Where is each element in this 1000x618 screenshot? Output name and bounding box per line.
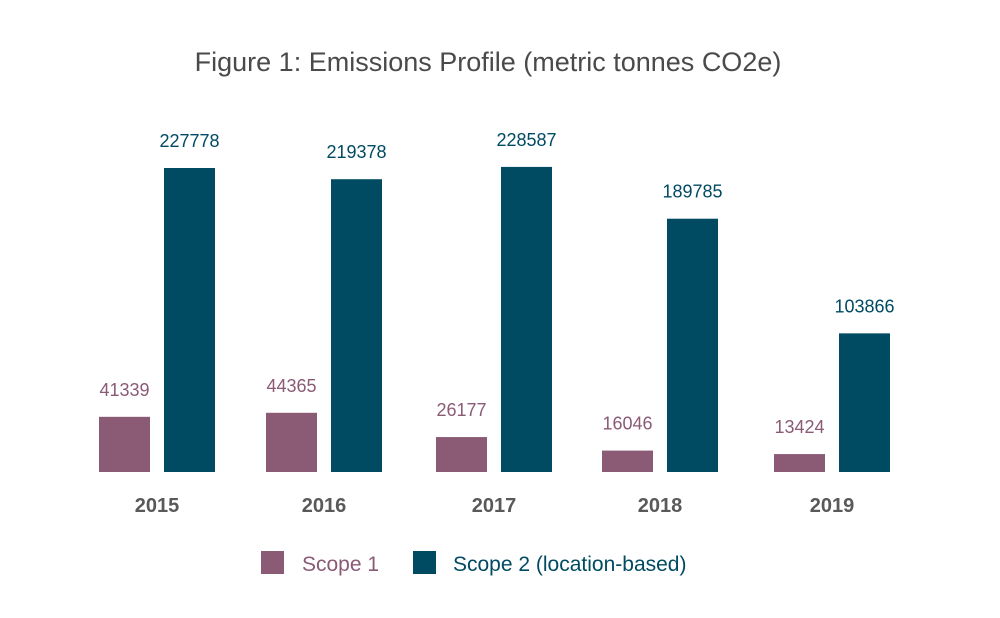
bar-scope1-2019: [774, 454, 825, 472]
data-label-scope1-2015: 41339: [99, 380, 149, 400]
bar-scope1-2015: [99, 416, 150, 472]
category-label-2017: 2017: [472, 495, 517, 517]
bar-scope1-2018: [602, 450, 653, 472]
data-label-scope2-2015: 227778: [159, 131, 219, 151]
bar-scope2-2015: [164, 168, 215, 472]
data-label-scope1-2017: 26177: [436, 400, 486, 420]
data-label-scope2-2019: 103866: [834, 296, 894, 316]
bars-layer: [99, 166, 890, 472]
data-label-scope2-2017: 228587: [496, 130, 556, 150]
bar-scope1-2016: [266, 412, 317, 472]
data-label-scope1-2018: 16046: [602, 414, 652, 434]
legend-swatch-scope1: [261, 551, 284, 574]
category-label-2015: 2015: [135, 495, 180, 517]
bar-scope2-2018: [667, 218, 718, 472]
data-label-scope2-2016: 219378: [326, 142, 386, 162]
legend-label-scope1: Scope 1: [302, 553, 379, 576]
bar-scope2-2019: [839, 333, 890, 472]
category-labels-layer: 2015 2016 2017 2018 2019: [135, 495, 855, 517]
category-label-2016: 2016: [302, 495, 347, 517]
bar-scope2-2017: [501, 166, 552, 472]
chart-title: Figure 1: Emissions Profile (metric tonn…: [195, 47, 782, 77]
legend-label-scope2: Scope 2 (location-based): [453, 553, 686, 576]
category-label-2018: 2018: [638, 495, 683, 517]
category-label-2019: 2019: [810, 495, 855, 517]
legend: Scope 1 Scope 2 (location-based): [261, 551, 686, 576]
value-labels-layer: 41339 227778 44365 219378 26177 228587 16046 18…: [99, 130, 894, 437]
bar-scope2-2016: [331, 179, 382, 472]
data-label-scope1-2016: 44365: [266, 376, 316, 396]
bar-scope1-2017: [436, 437, 487, 472]
data-label-scope1-2019: 13424: [774, 417, 824, 437]
data-label-scope2-2018: 189785: [662, 182, 722, 202]
legend-swatch-scope2: [413, 551, 436, 574]
